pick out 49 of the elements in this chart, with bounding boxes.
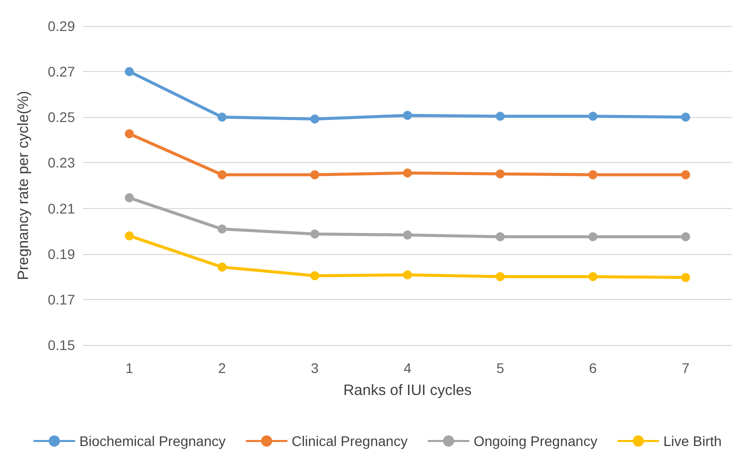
x-tick-label: 4 [404,360,412,376]
y-tick-label: 0.21 [48,200,76,216]
point [681,170,690,180]
point [496,272,505,282]
point [496,112,505,121]
point [588,170,598,180]
point [681,112,690,122]
point [218,112,227,122]
point [310,114,320,124]
point [681,273,690,282]
y-tick-label: 0.25 [48,109,76,126]
point [403,168,412,178]
x-tick-label: 7 [682,360,690,376]
y-axis-title: Pregnancy rate per cycle(%) [15,90,32,280]
point [310,230,320,239]
point [403,270,412,280]
point [124,193,134,202]
point [218,262,227,272]
x-tick-label: 6 [589,360,598,376]
point [403,110,412,120]
point [403,230,412,240]
legend-label: Live Birth [663,433,722,449]
legend-label: Ongoing Pregnancy [474,433,598,449]
point [588,112,598,121]
point [124,231,134,240]
y-tick-label: 0.23 [48,154,76,171]
y-tick-label: 0.17 [48,291,76,308]
x-axis-title: Ranks of IUI cycles [343,382,472,399]
legend-label: Biochemical Pregnancy [79,433,226,449]
point [496,232,505,242]
x-tick-label: 3 [310,360,319,376]
point [681,232,690,242]
x-tick-label: 5 [496,360,504,376]
y-tick-label: 0.15 [48,337,76,353]
point [588,272,598,282]
y-tick-label: 0.27 [48,64,76,80]
point [218,170,227,180]
legend-label: Clinical Pregnancy [292,433,408,449]
point [218,224,227,234]
y-tick-label: 0.29 [48,18,76,34]
point [124,67,134,76]
x-tick-label: 1 [125,360,134,376]
point [588,232,598,242]
point [310,271,320,280]
point [310,170,320,180]
point [124,129,134,138]
x-tick-label: 2 [218,360,226,376]
y-tick-label: 0.19 [48,246,76,262]
point [496,169,505,178]
